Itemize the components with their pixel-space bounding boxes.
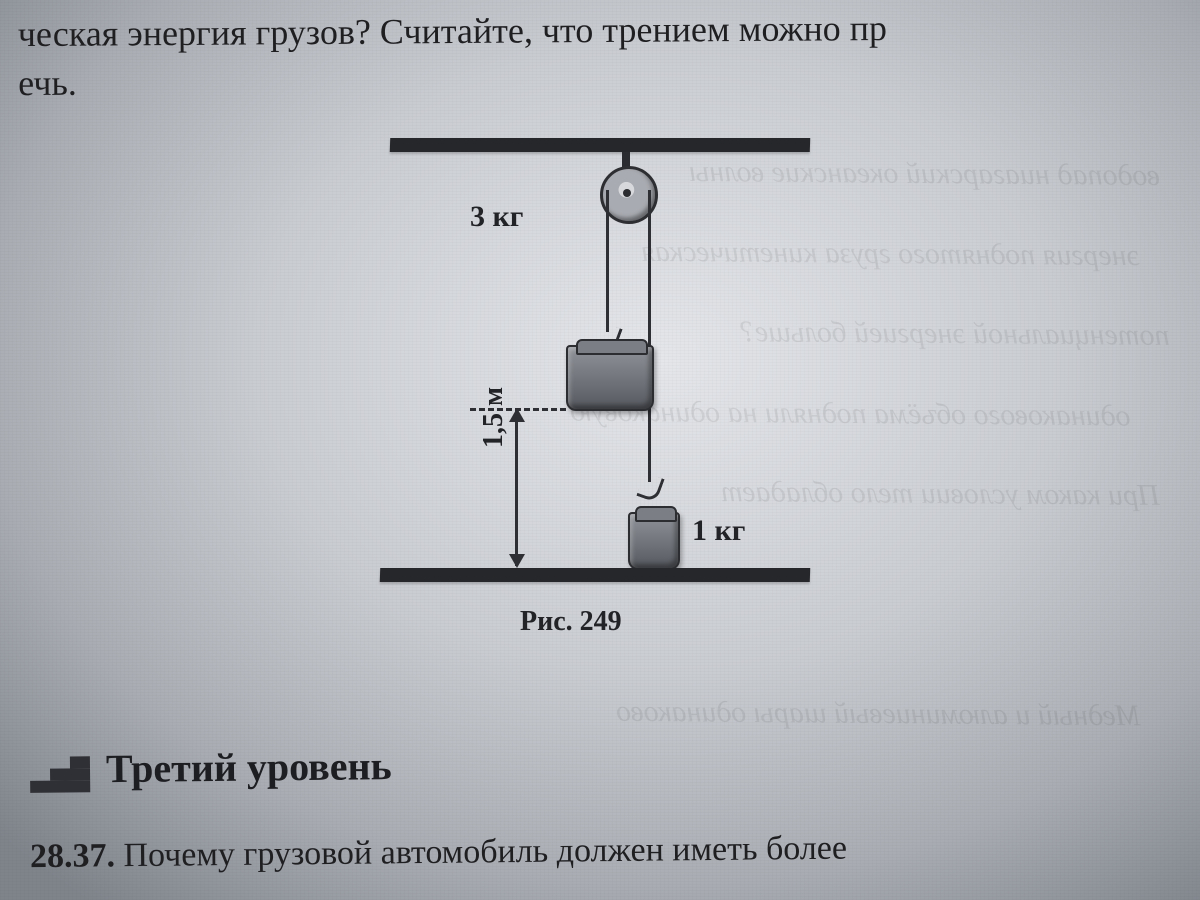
stair-icon	[30, 756, 90, 793]
label-height: 1,5 м	[478, 387, 510, 448]
dimension-arrow	[515, 410, 518, 566]
rope-right	[648, 190, 651, 482]
figure-249-pulley: 3 кг 1 кг 1,5 м Рис. 249	[370, 120, 830, 640]
figure-caption: Рис. 249	[520, 606, 622, 638]
section-title: Третий уровень	[106, 742, 392, 792]
paragraph-line: ечь.	[18, 51, 1190, 108]
partial-paragraph: ческая энергия грузов? Считайте, что тре…	[18, 2, 1191, 107]
weight-3kg	[566, 345, 654, 411]
weight-1kg	[628, 512, 680, 570]
label-mass-left: 3 кг	[470, 200, 523, 234]
ghost-text: Медный и алюминиевый шары одинаково	[615, 688, 1140, 741]
rope-left	[606, 190, 609, 332]
ceiling-beam	[390, 138, 810, 152]
textbook-page-photo: водопад ниагарский океанские волны энерг…	[0, 0, 1200, 900]
section-heading: Третий уровень	[30, 742, 392, 793]
floor-beam	[380, 568, 810, 582]
problem-number: 28.37.	[30, 837, 115, 875]
hook-right	[636, 472, 664, 503]
problem-text: Почему грузовой автомобиль должен иметь …	[123, 830, 847, 875]
problem-28-37: 28.37. Почему грузовой автомобиль должен…	[30, 822, 1200, 880]
label-mass-right: 1 кг	[692, 514, 745, 548]
paragraph-line: ческая энергия грузов? Считайте, что тре…	[18, 2, 1190, 59]
